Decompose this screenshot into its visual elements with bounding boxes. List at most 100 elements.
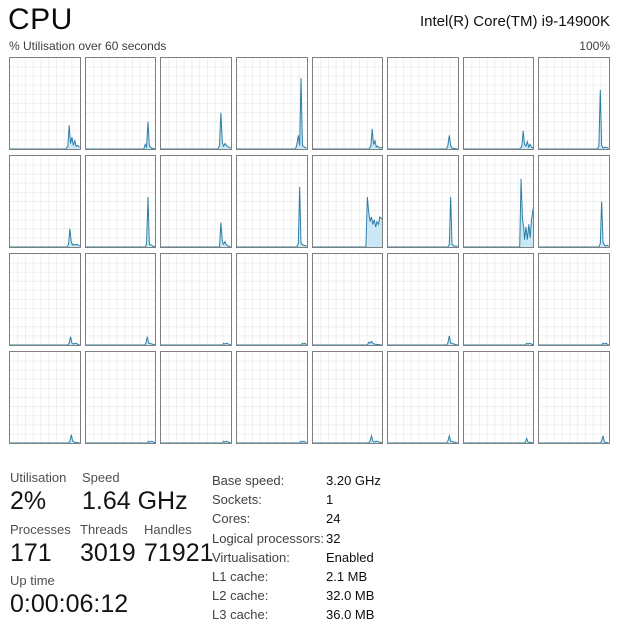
core-graph[interactable]	[160, 57, 232, 150]
detail-value: 24	[326, 511, 341, 527]
utilisation-line	[463, 436, 534, 443]
utilisation-area	[463, 130, 534, 149]
page-title: CPU	[8, 3, 73, 36]
graph-gridlines	[85, 254, 156, 345]
core-graph[interactable]	[235, 57, 308, 150]
utilisation-value: 2%	[10, 487, 47, 515]
utilisation-area	[388, 335, 458, 345]
core-graph[interactable]	[311, 57, 384, 150]
core-graph[interactable]	[387, 155, 459, 248]
graph-gridlines	[312, 352, 383, 443]
detail-value: 1	[326, 492, 334, 508]
core-graph[interactable]	[538, 351, 610, 444]
utilisation-line	[312, 340, 383, 345]
graph-gridlines	[236, 156, 307, 247]
graph-gridlines	[463, 254, 534, 345]
detail-label: L3 cache:	[212, 607, 269, 623]
utilisation-line	[388, 335, 458, 345]
utilisation-line	[161, 222, 231, 247]
core-graph[interactable]	[9, 57, 81, 150]
utilisation-area	[388, 196, 458, 247]
graph-gridlines	[85, 352, 156, 443]
utilisation-area	[312, 128, 383, 149]
utilisation-area	[85, 121, 156, 149]
core-graph[interactable]	[84, 57, 157, 150]
core-graph[interactable]	[311, 253, 384, 346]
graph-gridlines	[539, 58, 609, 149]
utilisation-line	[10, 336, 80, 345]
graph-gridlines	[161, 156, 231, 247]
utilisation-line	[10, 125, 80, 149]
detail-value: 2.1 MB	[326, 569, 368, 585]
core-graph[interactable]	[160, 155, 232, 248]
utilisation-line	[85, 440, 156, 443]
core-graph[interactable]	[84, 253, 157, 346]
detail-row: Cores: 24	[212, 509, 381, 528]
core-graph[interactable]	[462, 351, 535, 444]
utilisation-line	[388, 135, 458, 149]
detail-value: 32	[326, 530, 341, 546]
graph-gridlines	[236, 352, 307, 443]
detail-label: Logical processors:	[212, 530, 324, 546]
core-graph[interactable]	[84, 155, 157, 248]
graph-gridlines	[85, 58, 156, 149]
detail-label: L2 cache:	[212, 588, 269, 604]
graph-max-label: 100%	[579, 39, 610, 53]
core-graph[interactable]	[538, 57, 610, 150]
utilisation-line	[539, 435, 609, 443]
speed-value: 1.64 GHz	[82, 487, 188, 515]
core-graph[interactable]	[538, 155, 610, 248]
utilisation-line	[463, 342, 534, 345]
utilisation-line	[312, 128, 383, 149]
core-graph[interactable]	[235, 155, 308, 248]
utilisation-line	[236, 186, 307, 247]
core-graph[interactable]	[462, 155, 535, 248]
utilisation-line	[161, 342, 231, 345]
core-graph[interactable]	[235, 351, 308, 444]
utilisation-line	[161, 440, 231, 443]
core-graph[interactable]	[462, 253, 535, 346]
core-graph[interactable]	[160, 253, 232, 346]
utilisation-area	[463, 438, 534, 443]
utilisation-area	[463, 178, 534, 247]
graph-gridlines	[539, 156, 609, 247]
utilisation-line	[161, 112, 231, 149]
core-graph[interactable]	[311, 155, 384, 248]
utilisation-line	[388, 196, 458, 247]
core-graph-grid	[9, 57, 610, 444]
core-graph[interactable]	[311, 351, 384, 444]
core-graph[interactable]	[160, 351, 232, 444]
core-graph[interactable]	[9, 155, 81, 248]
detail-row: L1 cache: 2.1 MB	[212, 567, 381, 586]
graph-gridlines	[10, 254, 80, 345]
utilisation-line	[539, 342, 609, 345]
core-graph[interactable]	[387, 57, 459, 150]
core-graph[interactable]	[9, 351, 81, 444]
utilisation-area	[312, 196, 383, 247]
graph-gridlines	[388, 156, 458, 247]
utilisation-area	[10, 434, 80, 443]
cpu-details-list: Base speed: 3.20 GHz Sockets: 1 Cores: 24 Logi…	[212, 471, 381, 625]
detail-row: Logical processors: 32	[212, 529, 381, 548]
graph-gridlines	[10, 156, 80, 247]
core-graph[interactable]	[462, 57, 535, 150]
graph-gridlines	[161, 254, 231, 345]
utilisation-line	[85, 196, 156, 247]
detail-label: Base speed:	[212, 473, 285, 489]
core-graph[interactable]	[84, 351, 157, 444]
graph-gridlines	[388, 352, 458, 443]
core-graph[interactable]	[387, 351, 459, 444]
utilisation-line	[10, 228, 80, 247]
core-graph[interactable]	[538, 253, 610, 346]
handles-label: Handles	[144, 522, 192, 537]
detail-value: Enabled	[326, 549, 374, 565]
utilisation-line	[463, 178, 534, 247]
core-graph[interactable]	[387, 253, 459, 346]
core-graph[interactable]	[235, 253, 308, 346]
core-graph[interactable]	[9, 253, 81, 346]
threads-label: Threads	[80, 522, 128, 537]
utilisation-area	[10, 125, 80, 149]
graph-gridlines	[161, 58, 231, 149]
utilisation-line	[10, 434, 80, 443]
